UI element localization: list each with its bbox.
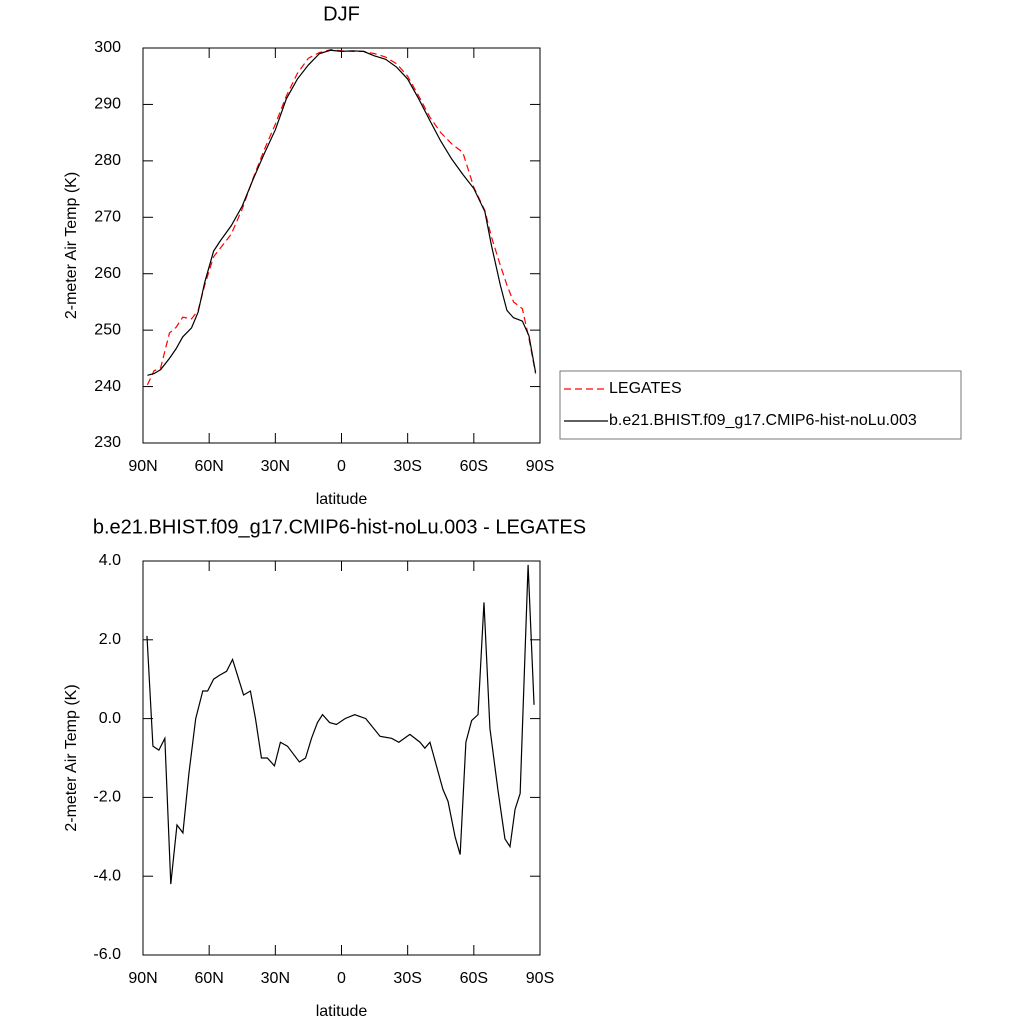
x-tick-label: 60N <box>194 970 223 987</box>
y-tick-label: 250 <box>94 321 121 338</box>
y-tick-label: 260 <box>94 265 121 282</box>
y-tick-label: 270 <box>94 209 121 226</box>
x-tick-label: 30S <box>393 970 421 987</box>
y-tick-label: -4.0 <box>93 867 121 884</box>
x-tick-label: 90S <box>526 458 554 475</box>
chart-title: DJF <box>323 3 360 25</box>
legend-label: b.e21.BHIST.f09_g17.CMIP6-hist-noLu.003 <box>609 412 917 429</box>
y-tick-label: 230 <box>94 434 121 451</box>
y-tick-label: 280 <box>94 152 121 169</box>
x-axis-label: latitude <box>316 1003 368 1020</box>
y-tick-label: 0.0 <box>99 710 121 727</box>
y-tick-label: 2.0 <box>99 631 121 648</box>
x-axis-label: latitude <box>316 491 368 508</box>
x-tick-label: 60N <box>194 458 223 475</box>
y-tick-label: 300 <box>94 39 121 56</box>
x-tick-label: 0 <box>337 458 346 475</box>
x-tick-label: 90N <box>128 970 157 987</box>
series-line <box>146 564 535 885</box>
y-tick-label: -6.0 <box>93 946 121 963</box>
y-tick-label: 240 <box>94 378 121 395</box>
x-tick-label: 0 <box>337 970 346 987</box>
x-tick-label: 30N <box>261 970 290 987</box>
x-tick-label: 60S <box>460 970 488 987</box>
x-tick-label: 90S <box>526 970 554 987</box>
x-tick-label: 90N <box>128 458 157 475</box>
x-tick-label: 30N <box>261 458 290 475</box>
x-tick-label: 60S <box>460 458 488 475</box>
y-axis-label: 2-meter Air Temp (K) <box>63 684 80 831</box>
plot: b.e21.BHIST.f09_g17.CMIP6-hist-noLu.003 … <box>63 516 586 1020</box>
legend: LEGATES b.e21.BHIST.f09_g17.CMIP6-hist-no… <box>559 370 962 440</box>
plot-frame <box>142 560 541 956</box>
y-tick-label: 290 <box>94 96 121 113</box>
legend-label: LEGATES <box>609 380 682 397</box>
plot-frame <box>142 47 541 444</box>
y-axis-label: 2-meter Air Temp (K) <box>63 172 80 319</box>
x-tick-label: 30S <box>393 458 421 475</box>
y-tick-label: -2.0 <box>93 789 121 806</box>
chart-title: b.e21.BHIST.f09_g17.CMIP6-hist-noLu.003 … <box>93 516 586 538</box>
legend-box <box>559 370 962 440</box>
series-line <box>146 49 537 386</box>
y-tick-label: 4.0 <box>99 552 121 569</box>
plot: DJF latitude 2-meter Air Temp (K) 230 240 250… <box>63 3 962 508</box>
series-line <box>147 49 537 376</box>
